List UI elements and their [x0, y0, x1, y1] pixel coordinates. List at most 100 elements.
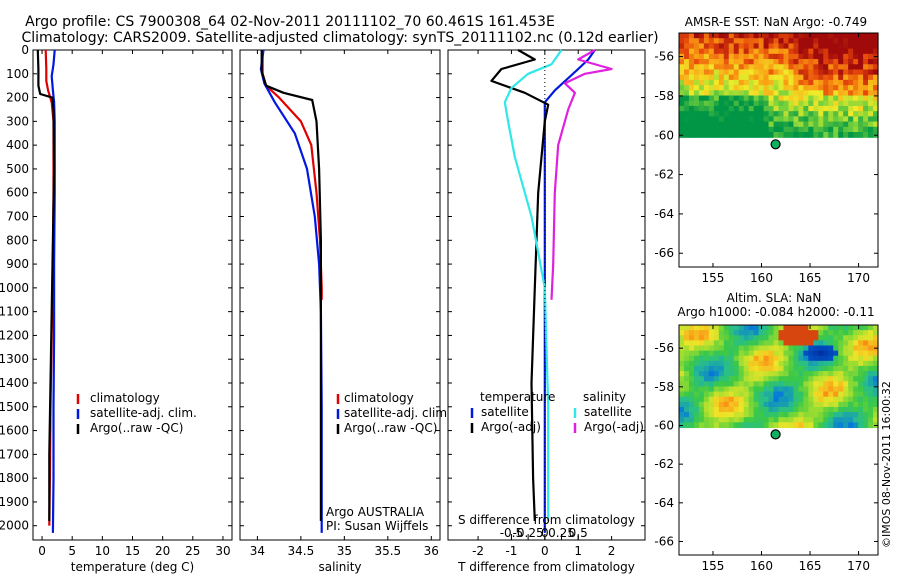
y-tick-label: 300 [6, 114, 29, 128]
y-tick-label: -60 [654, 419, 674, 433]
plot-frame [447, 49, 646, 541]
x-tick-label: 0 [38, 544, 46, 558]
x-tick-label: 0 [541, 544, 549, 558]
legend-label: Argo(..raw -QC) [90, 421, 183, 435]
y-tick-label: -56 [654, 50, 674, 64]
s-axis-label: S difference from climatology [458, 513, 635, 527]
series-line [550, 49, 613, 300]
x-tick-label: 30 [215, 544, 230, 558]
series-line [36, 49, 56, 521]
argo-annotation: Argo AUSTRALIA [326, 505, 425, 519]
plot-frame [32, 49, 233, 541]
legend-header: salinity [583, 390, 626, 404]
plot-frame [239, 49, 441, 541]
x-tick-label: 25 [185, 544, 200, 558]
sla-field [679, 325, 879, 429]
legend-label: Argo(-adj) [584, 420, 644, 434]
legend-label: satellite-adj. clim. [344, 406, 451, 420]
x-tick-label: 170 [847, 271, 870, 285]
legend-header: temperature [480, 390, 555, 404]
x-tick-label: 34 [250, 544, 265, 558]
salinity-panel: 34 34.5 35 35.5 36 salinity climatologysatelli… [239, 49, 451, 574]
x-tick-label: 36 [424, 544, 439, 558]
y-tick-label: 1700 [0, 447, 29, 461]
y-tick-label: 100 [6, 67, 29, 81]
y-tick-label: 1500 [0, 400, 29, 414]
x-tick-label: 34.5 [288, 544, 315, 558]
x-axis-label: temperature (deg C) [71, 560, 194, 574]
y-tick-label: -60 [654, 128, 674, 142]
series-line [260, 50, 322, 521]
y-tick-label: 1900 [0, 495, 29, 509]
y-tick-label: -66 [654, 534, 674, 548]
y-tick-label: 1200 [0, 328, 29, 342]
y-tick-label: 400 [6, 138, 29, 152]
x-tick-label: 20 [155, 544, 170, 558]
y-tick-label: 900 [6, 257, 29, 271]
x-tick-label: 5 [68, 544, 76, 558]
y-tick-label: -64 [654, 207, 674, 221]
s-tick-label: 0.5 [569, 526, 588, 540]
map-frame [678, 32, 879, 268]
y-tick-label: 1400 [0, 376, 29, 390]
x-axis-label: T difference from climatology [457, 560, 635, 574]
x-tick-label: 10 [95, 544, 110, 558]
y-tick-label: 1800 [0, 471, 29, 485]
map-subtitle: Argo h1000: -0.084 h2000: -0.11 [677, 305, 874, 319]
altim-sla-map-panel: 155 160 165 170 -56 -58 -60 -62 -64 -66 Altim. SLA… [654, 291, 879, 573]
y-tick-label: -62 [654, 168, 674, 182]
legend-label: Argo(-adj) [481, 420, 541, 434]
y-tick-label: -66 [654, 246, 674, 260]
legend-label: Argo(..raw -QC) [344, 421, 437, 435]
y-tick-label: 2000 [0, 519, 29, 533]
y-tick-label: -58 [654, 380, 674, 394]
x-tick-label: 35.5 [374, 544, 401, 558]
s-tick-label: -0.25 [513, 526, 544, 540]
x-tick-label: 155 [702, 559, 725, 573]
y-tick-label: 1300 [0, 352, 29, 366]
y-tick-label: 1000 [0, 281, 29, 295]
difference-panel: -2 -1 0 1 2 T difference from climatology -0.5… [447, 49, 646, 574]
s-tick-label: 0.25 [548, 526, 575, 540]
x-tick-label: -2 [472, 544, 484, 558]
y-tick-label: 1100 [0, 305, 29, 319]
figure-title-line2: Climatology: CARS2009. Satellite-adjuste… [21, 30, 658, 46]
legend-label: climatology [90, 391, 160, 405]
map-title: AMSR-E SST: NaN Argo: -0.749 [685, 15, 867, 29]
y-tick-label: -64 [654, 496, 674, 510]
s-tick-label: -0.5 [500, 526, 523, 540]
legend-label: satellite [584, 405, 632, 419]
argo-position-marker [770, 429, 781, 440]
y-tick-label: 200 [6, 91, 29, 105]
x-tick-label: -1 [505, 544, 517, 558]
x-tick-label: 155 [702, 271, 725, 285]
y-tick-label: 0 [21, 43, 29, 57]
x-tick-label: 15 [125, 544, 140, 558]
s-tick-label: 0 [541, 526, 549, 540]
y-tick-label: -58 [654, 89, 674, 103]
map-title: Altim. SLA: NaN [727, 291, 822, 305]
legend-label: climatology [344, 391, 414, 405]
legend-label: satellite [481, 405, 529, 419]
x-tick-label: 2 [608, 544, 616, 558]
x-axis-label: salinity [318, 560, 361, 574]
argo-position-marker [770, 139, 781, 150]
x-tick-label: 160 [750, 559, 773, 573]
y-tick-label: -56 [654, 341, 674, 355]
x-tick-label: 170 [847, 559, 870, 573]
amsr-sst-map-panel: 155 160 165 170 -56 -58 -60 -62 -64 -66 AMSR-E SST… [654, 15, 879, 285]
legend-label: satellite-adj. clim. [90, 406, 197, 420]
y-tick-label: 1600 [0, 424, 29, 438]
copyright-stamp: ©IMOS 08-Nov-2011 16:00:32 [880, 381, 893, 548]
series-line [490, 49, 550, 522]
x-tick-label: 160 [750, 271, 773, 285]
y-tick-label: 600 [6, 186, 29, 200]
x-tick-label: 35 [337, 544, 352, 558]
x-tick-label: 1 [574, 544, 582, 558]
x-tick-label: 165 [799, 559, 822, 573]
figure-title-line1: Argo profile: CS 7900308_64 02-Nov-2011 … [25, 14, 555, 30]
sst-field [679, 33, 879, 138]
series-line [503, 49, 563, 521]
y-tick-label: 700 [6, 210, 29, 224]
temperature-panel: 0 5 10 15 20 25 300100200300400500600700800900… [0, 43, 233, 574]
